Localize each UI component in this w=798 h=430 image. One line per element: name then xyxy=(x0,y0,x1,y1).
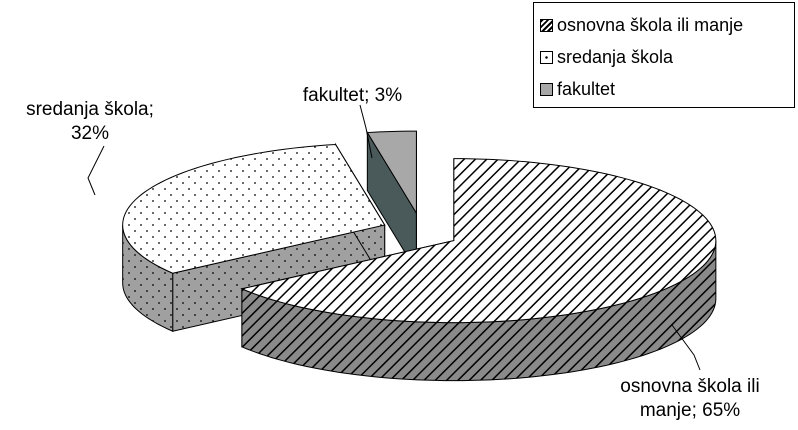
legend-label: sredanja škola xyxy=(557,47,674,67)
data-label: fakultet; 3% xyxy=(302,85,403,106)
slice-side xyxy=(172,225,385,332)
legend-swatch xyxy=(540,51,553,64)
legend-item: osnovna škola ili manje xyxy=(540,15,743,36)
slices xyxy=(122,130,717,382)
legend-item: fakultet xyxy=(540,79,615,100)
leader-line xyxy=(359,104,373,159)
legend-swatch xyxy=(540,19,553,32)
leader-line xyxy=(671,324,701,371)
legend-label: fakultet xyxy=(557,79,616,99)
data-label: osnovna škola ili manje; 65% xyxy=(620,376,760,421)
legend-label: osnovna škola ili manje xyxy=(557,15,744,35)
slice-pattern xyxy=(122,144,385,274)
slice-side xyxy=(241,240,716,381)
legend-item: sredanja škola xyxy=(540,47,673,68)
legend-swatch xyxy=(540,83,553,96)
slice-side xyxy=(367,132,417,272)
slice-side xyxy=(122,225,173,332)
data-label: sredanja škola; 32% xyxy=(26,99,154,144)
slice-pattern xyxy=(241,158,716,323)
legend: osnovna škola ili manje sredanja škola fak… xyxy=(533,2,795,108)
leader-line xyxy=(87,145,105,196)
slice-pattern xyxy=(367,131,417,214)
